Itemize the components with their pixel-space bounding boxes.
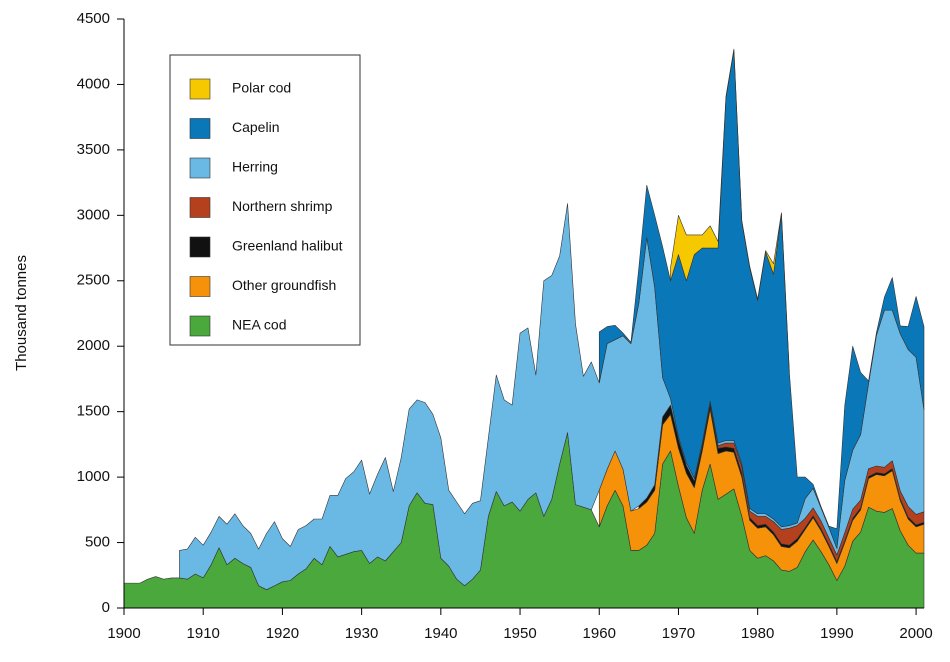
- legend-swatch: [189, 118, 211, 139]
- y-axis-label: Thousand tonnes: [13, 255, 30, 371]
- legend-label: Northern shrimp: [232, 198, 333, 214]
- x-tick-label: 2000: [899, 625, 932, 642]
- y-tick-label: 3500: [77, 141, 110, 158]
- y-tick-label: 2500: [77, 272, 110, 289]
- y-tick-label: 500: [85, 534, 110, 551]
- legend-label: Other groundfish: [232, 277, 336, 293]
- area: [670, 48, 790, 373]
- legend-swatch: [189, 197, 211, 218]
- y-tick-label: 2000: [77, 337, 110, 354]
- legend-swatch: [189, 236, 211, 258]
- y-tick-label: 4500: [77, 10, 110, 27]
- y-tick-label: 0: [102, 599, 110, 616]
- y-tick-label: 1000: [77, 468, 110, 485]
- x-tick-label: 1950: [503, 625, 536, 642]
- legend-swatch: [189, 78, 211, 100]
- area: [179, 203, 925, 590]
- legend-label: NEA cod: [232, 317, 286, 333]
- legend-label: Herring: [232, 159, 278, 175]
- x-tick-label: 1900: [107, 625, 140, 642]
- legend-swatch: [189, 157, 211, 179]
- legend: Polar cod Capelin Herring Northern shrimp Gr…: [169, 54, 361, 346]
- y-tick-label: 4000: [77, 75, 110, 92]
- x-tick-label: 1940: [424, 625, 457, 642]
- legend-label: Polar cod: [232, 80, 291, 96]
- legend-label: Capelin: [232, 119, 279, 135]
- legend-label: Greenland halibut: [232, 238, 343, 254]
- x-tick-label: 1970: [662, 625, 695, 642]
- x-tick-label: 1930: [345, 625, 378, 642]
- x-tick-label: 1920: [266, 625, 299, 642]
- legend-swatch: [189, 315, 211, 337]
- x-tick-label: 1910: [187, 625, 220, 642]
- x-tick-label: 1960: [583, 625, 616, 642]
- x-tick-label: 1980: [741, 625, 774, 642]
- legend-swatch: [189, 276, 211, 297]
- x-tick-label: 1990: [820, 625, 853, 642]
- y-tick-label: 3000: [77, 206, 110, 223]
- y-tick-label: 1500: [77, 403, 110, 420]
